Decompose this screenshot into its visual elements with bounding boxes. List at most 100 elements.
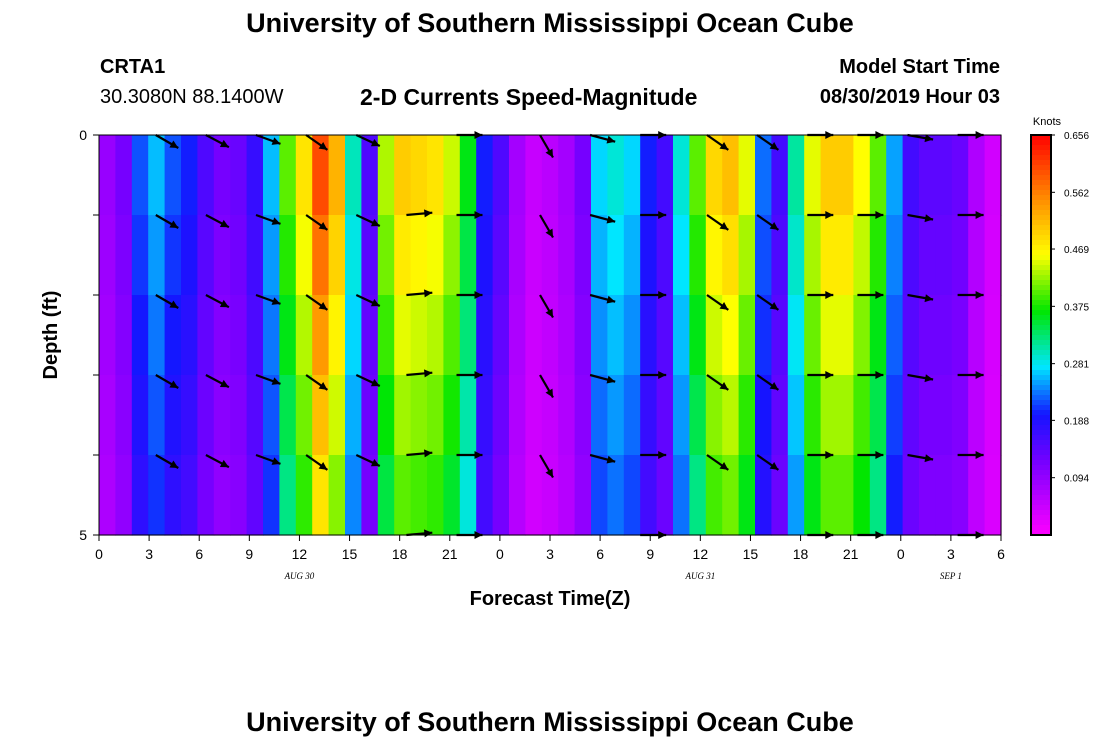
page-title: University of Southern Mississippi Ocean…: [246, 8, 854, 38]
heatmap-cell: [525, 135, 543, 216]
colorbar-tick-label: 0.281: [1064, 360, 1089, 371]
heatmap-cell: [902, 455, 920, 536]
heatmap-cell: [394, 375, 412, 456]
current-arrowhead: [271, 457, 281, 465]
colorbar-segment: [1031, 220, 1051, 226]
heatmap-cell: [853, 295, 871, 376]
heatmap-cell: [869, 295, 887, 376]
heatmap-cell: [984, 215, 1002, 296]
heatmap-cell: [607, 295, 625, 376]
heatmap-cell: [476, 375, 494, 456]
heatmap-cell: [99, 135, 116, 216]
current-arrowhead: [318, 302, 328, 310]
heatmap-cell: [935, 375, 953, 456]
heatmap-cell: [574, 295, 592, 376]
heatmap-cell: [558, 295, 576, 376]
heatmap-cell: [935, 215, 953, 296]
colorbar-frame: [1030, 134, 1052, 536]
heatmap-cell: [410, 295, 428, 376]
heatmap-cell: [804, 135, 822, 216]
colorbar-segment: [1031, 420, 1051, 426]
heatmap-cell: [869, 375, 887, 456]
heatmap-cell: [640, 375, 658, 456]
heatmap-cell: [312, 135, 330, 216]
current-arrowhead: [545, 308, 553, 318]
colorbar-units: Knots: [1033, 116, 1062, 128]
heatmap-cell: [394, 215, 412, 296]
heatmap-cell: [246, 135, 264, 216]
date-label: SEP 1: [940, 571, 962, 581]
heatmap-cell: [738, 295, 756, 376]
heatmap-cell: [656, 135, 674, 216]
heatmap-cell: [263, 375, 280, 456]
heatmap-cell: [869, 215, 887, 296]
heatmap-cell: [99, 375, 116, 456]
current-arrowhead: [169, 460, 179, 468]
colorbar-segment: [1031, 380, 1051, 386]
heatmap-cell: [427, 215, 444, 296]
heatmap-cell: [853, 375, 871, 456]
heatmap-cell: [591, 455, 608, 536]
current-arrowhead: [318, 382, 328, 390]
colorbar-segment: [1031, 485, 1051, 491]
heatmap-cell: [689, 375, 707, 456]
heatmap-cell: [640, 215, 658, 296]
heatmap-cell: [476, 135, 494, 216]
heatmap-cell: [213, 455, 231, 536]
colorbar-segment: [1031, 145, 1051, 151]
heatmap-cell: [197, 375, 215, 456]
heatmap-cell: [771, 215, 789, 296]
current-arrowhead: [219, 459, 229, 468]
heatmap-cell: [345, 135, 362, 216]
x-tick-label: 15: [342, 546, 358, 562]
x-tick-label: 6: [195, 546, 203, 562]
heatmap-cell: [558, 375, 576, 456]
x-tick-label: 3: [145, 546, 153, 562]
heatmap-cell: [787, 295, 805, 376]
current-arrowhead: [474, 211, 483, 219]
heatmap-cell: [591, 135, 608, 216]
colorbar-segment: [1031, 370, 1051, 376]
heatmap-cell: [902, 375, 920, 456]
current-arrowhead: [424, 209, 433, 218]
heatmap-cell: [492, 295, 510, 376]
heatmap-cell: [443, 135, 461, 216]
heatmap-cell: [722, 215, 740, 296]
heatmap-cell: [705, 375, 723, 456]
heatmap-cell: [705, 295, 723, 376]
current-arrowhead: [219, 139, 229, 148]
heatmap-cell: [541, 215, 559, 296]
heatmap-cell: [377, 455, 395, 536]
heatmap-cell: [427, 135, 444, 216]
current-arrowhead: [825, 451, 834, 459]
heatmap-cell: [787, 455, 805, 536]
current-arrowhead: [875, 211, 884, 219]
heatmap-cell: [492, 455, 510, 536]
heatmap-cell: [919, 135, 936, 216]
x-tick-label: 6: [596, 546, 604, 562]
x-tick-label: 15: [743, 546, 759, 562]
colorbar-segment: [1031, 325, 1051, 331]
colorbar-segment: [1031, 205, 1051, 211]
heatmap-cell: [591, 215, 608, 296]
heatmap-cell: [755, 215, 772, 296]
heatmap-cell: [705, 215, 723, 296]
colorbar-segment: [1031, 230, 1051, 236]
heatmap-cell: [689, 455, 707, 536]
model-start-label: Model Start Time: [839, 56, 1000, 78]
heatmap-cell: [345, 375, 362, 456]
currents-heatmap-chart: 0 3 6 9 12 15 18 21 0 3 6 9 12 15 18 21 0 3 6 05 AUG 30 AUG…: [40, 116, 1089, 610]
colorbar-segment: [1031, 245, 1051, 251]
colorbar-segment: [1031, 405, 1051, 411]
colorbar-segment: [1031, 445, 1051, 451]
heatmap-cell: [197, 295, 215, 376]
heatmap-cell: [623, 215, 641, 296]
date-label: AUG 30: [284, 571, 315, 581]
colorbar-segment: [1031, 275, 1051, 281]
heatmap-cell: [656, 375, 674, 456]
heatmap-cell: [820, 375, 838, 456]
colorbar-segment: [1031, 190, 1051, 196]
heatmap-cell: [148, 455, 166, 536]
colorbar-segment: [1031, 305, 1051, 311]
heatmap-cell: [541, 375, 559, 456]
